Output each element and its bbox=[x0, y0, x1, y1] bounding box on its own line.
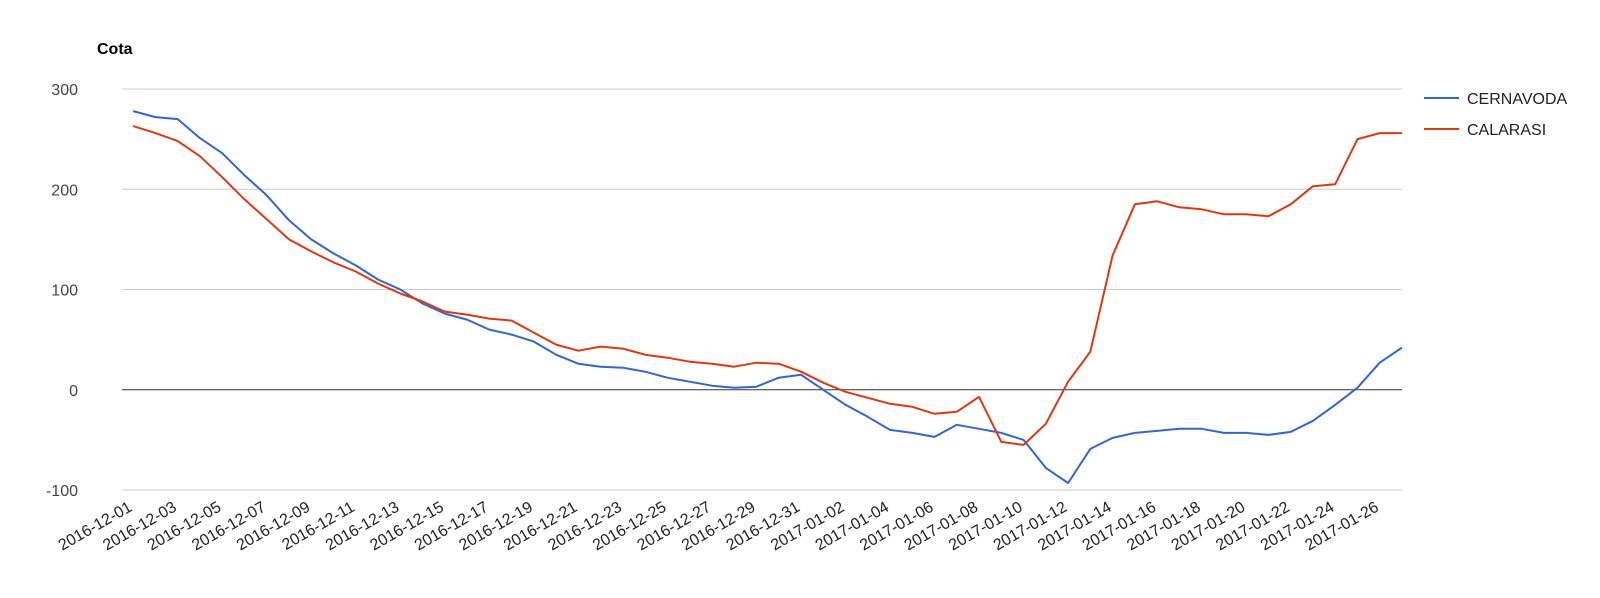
y-tick-label: 200 bbox=[51, 182, 78, 199]
series-lines bbox=[132, 110, 1403, 484]
y-axis-title: Cota bbox=[97, 41, 133, 58]
legend-label: CERNAVODA bbox=[1467, 91, 1567, 108]
x-axis-ticks: 2016-12-012016-12-032016-12-052016-12-07… bbox=[56, 499, 1382, 555]
gridlines bbox=[122, 88, 1402, 491]
legend-label: CALARASI bbox=[1467, 122, 1546, 139]
series-line-calarasi bbox=[132, 125, 1402, 446]
series-line-cernavoda bbox=[132, 110, 1403, 484]
y-tick-label: -100 bbox=[46, 483, 78, 500]
y-tick-label: 100 bbox=[51, 283, 78, 300]
y-tick-label: 300 bbox=[51, 82, 78, 99]
y-axis-ticks: 300 200 100 0 -100 bbox=[46, 82, 78, 500]
legend: CERNAVODA CALARASI bbox=[1424, 91, 1567, 139]
y-tick-label: 0 bbox=[69, 383, 78, 400]
